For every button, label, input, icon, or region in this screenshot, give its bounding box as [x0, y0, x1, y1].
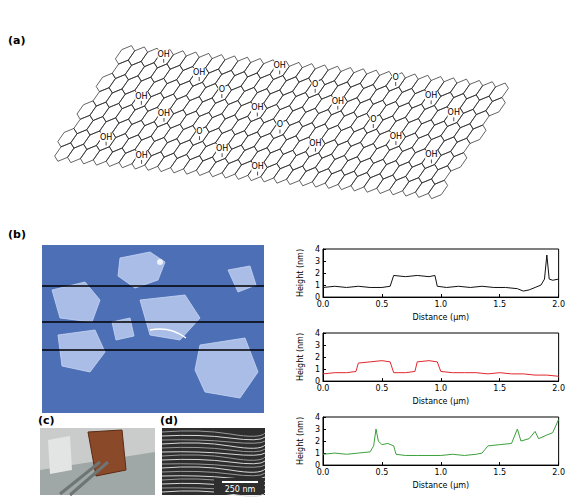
svg-text:Height (nm): Height (nm)	[296, 249, 305, 297]
svg-text:OH: OH	[135, 151, 147, 160]
svg-text:1.0: 1.0	[434, 384, 447, 393]
svg-text:OH: OH	[448, 108, 460, 117]
svg-text:0.5: 0.5	[376, 300, 389, 309]
svg-text:OH: OH	[274, 61, 286, 70]
svg-text:OH: OH	[158, 50, 170, 59]
svg-text:Distance (μm): Distance (μm)	[412, 313, 469, 322]
svg-text:OH: OH	[390, 132, 402, 141]
svg-text:1.5: 1.5	[493, 468, 506, 477]
svg-text:2.0: 2.0	[552, 300, 565, 309]
svg-text:4: 4	[315, 329, 320, 338]
svg-text:(b): (b)	[8, 228, 26, 241]
svg-text:OH: OH	[158, 109, 170, 118]
svg-text:Height (nm): Height (nm)	[296, 417, 305, 465]
svg-text:2.0: 2.0	[552, 384, 565, 393]
svg-text:OH: OH	[193, 68, 205, 77]
svg-text:O: O	[196, 127, 202, 136]
svg-text:(a): (a)	[8, 34, 25, 47]
svg-text:OH: OH	[425, 91, 437, 100]
svg-text:1: 1	[315, 281, 320, 290]
svg-text:0: 0	[314, 376, 320, 386]
svg-text:O: O	[393, 73, 399, 82]
svg-text:1.0: 1.0	[434, 300, 447, 309]
svg-text:OH: OH	[135, 92, 147, 101]
svg-text:OH: OH	[251, 162, 263, 171]
svg-text:OH: OH	[332, 97, 344, 106]
svg-text:Distance (μm): Distance (μm)	[412, 481, 469, 490]
svg-text:0.0: 0.0	[317, 384, 330, 393]
svg-text:1.5: 1.5	[493, 384, 506, 393]
svg-text:OH: OH	[425, 150, 437, 159]
svg-text:0.0: 0.0	[317, 468, 330, 477]
svg-text:O: O	[219, 85, 225, 94]
svg-text:OH: OH	[216, 144, 228, 153]
svg-text:4: 4	[315, 245, 320, 254]
svg-text:2: 2	[315, 353, 320, 362]
svg-text:3: 3	[315, 341, 320, 350]
svg-text:2: 2	[315, 437, 320, 446]
svg-text:1: 1	[315, 365, 320, 374]
svg-text:2: 2	[315, 269, 320, 278]
svg-text:4: 4	[315, 413, 320, 422]
svg-text:2.0: 2.0	[552, 468, 565, 477]
svg-text:0.0: 0.0	[317, 300, 330, 309]
svg-text:O: O	[370, 115, 376, 124]
svg-text:3: 3	[315, 425, 320, 434]
svg-text:0: 0	[314, 292, 320, 302]
svg-text:250 nm: 250 nm	[225, 485, 256, 494]
svg-text:OH: OH	[100, 133, 112, 142]
svg-text:OH: OH	[251, 103, 263, 112]
svg-text:(c): (c)	[38, 414, 55, 427]
svg-text:1: 1	[315, 449, 320, 458]
svg-text:(d): (d)	[160, 414, 178, 427]
svg-text:3: 3	[315, 257, 320, 266]
svg-text:0.5: 0.5	[376, 468, 389, 477]
svg-text:0: 0	[314, 460, 320, 470]
svg-text:OH: OH	[309, 139, 321, 148]
svg-text:0.5: 0.5	[376, 384, 389, 393]
svg-text:O: O	[312, 80, 318, 89]
svg-text:O: O	[277, 120, 283, 129]
svg-text:Distance (μm): Distance (μm)	[412, 397, 469, 406]
svg-text:Height (nm): Height (nm)	[296, 333, 305, 381]
svg-text:1.5: 1.5	[493, 300, 506, 309]
svg-text:1.0: 1.0	[434, 468, 447, 477]
